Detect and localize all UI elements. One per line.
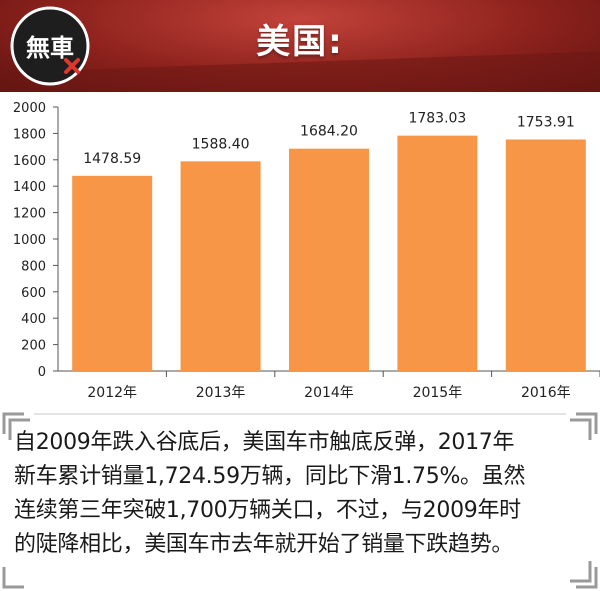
x-tick-label: 2014年 <box>304 385 354 401</box>
bar <box>397 135 478 371</box>
page-title: 美国: <box>256 22 344 62</box>
data-label: 1783.03 <box>408 111 466 127</box>
data-label: 1478.59 <box>83 151 141 167</box>
bar <box>72 175 153 371</box>
y-tick-label: 1800 <box>13 127 46 142</box>
bar <box>289 148 369 371</box>
logo-text: 無車 <box>26 34 74 62</box>
bar-chart: 0 200 400 600 800 1000 1200 1400 1600 1800 2000 147… <box>0 92 600 410</box>
description-panel: 自2009年跌入谷底后，美国车市触底反弹，2017年 新车累计销量1,724.5… <box>0 410 600 591</box>
y-tick-label: 1200 <box>13 207 46 222</box>
x-tick-label: 2012年 <box>87 385 137 401</box>
y-tick-label: 1600 <box>13 154 46 169</box>
y-tick-label: 400 <box>21 312 46 327</box>
x-tick-label: 2016年 <box>521 385 571 401</box>
bar <box>180 161 261 371</box>
body-line: 连续第三年突破1,700万辆关口，不过，与2009年时 <box>14 498 521 523</box>
bar <box>505 139 586 371</box>
y-tick-label: 0 <box>38 365 46 380</box>
y-tick-label: 1000 <box>13 233 46 248</box>
close-icon <box>64 58 80 74</box>
data-label: 1753.91 <box>517 114 575 130</box>
logo-badge: 無車 <box>10 6 90 86</box>
data-label: 1588.40 <box>192 136 250 152</box>
y-tick-label: 800 <box>21 259 46 274</box>
body-line: 的陡降相比，美国车市去年就开始了销量下跌趋势。 <box>14 532 514 557</box>
chart-svg: 0 200 400 600 800 1000 1200 1400 1600 1800 2000 147… <box>13 101 600 401</box>
y-tick-label: 1400 <box>13 180 46 195</box>
body-text: 自2009年跌入谷底后，美国车市触底反弹，2017年 新车累计销量1,724.5… <box>14 426 592 562</box>
x-tick-label: 2013年 <box>196 385 246 401</box>
data-label: 1684.20 <box>300 124 358 140</box>
header-banner: 無車 美国: <box>0 0 600 92</box>
y-tick-label: 2000 <box>13 101 46 116</box>
body-line: 自2009年跌入谷底后，美国车市触底反弹，2017年 <box>14 430 515 455</box>
decorative-frame <box>2 412 598 589</box>
y-tick-label: 200 <box>21 339 46 354</box>
y-tick-label: 600 <box>21 286 46 301</box>
x-tick-label: 2015年 <box>413 385 463 401</box>
body-line: 新车累计销量1,724.59万辆，同比下滑1.75%。虽然 <box>14 464 526 489</box>
